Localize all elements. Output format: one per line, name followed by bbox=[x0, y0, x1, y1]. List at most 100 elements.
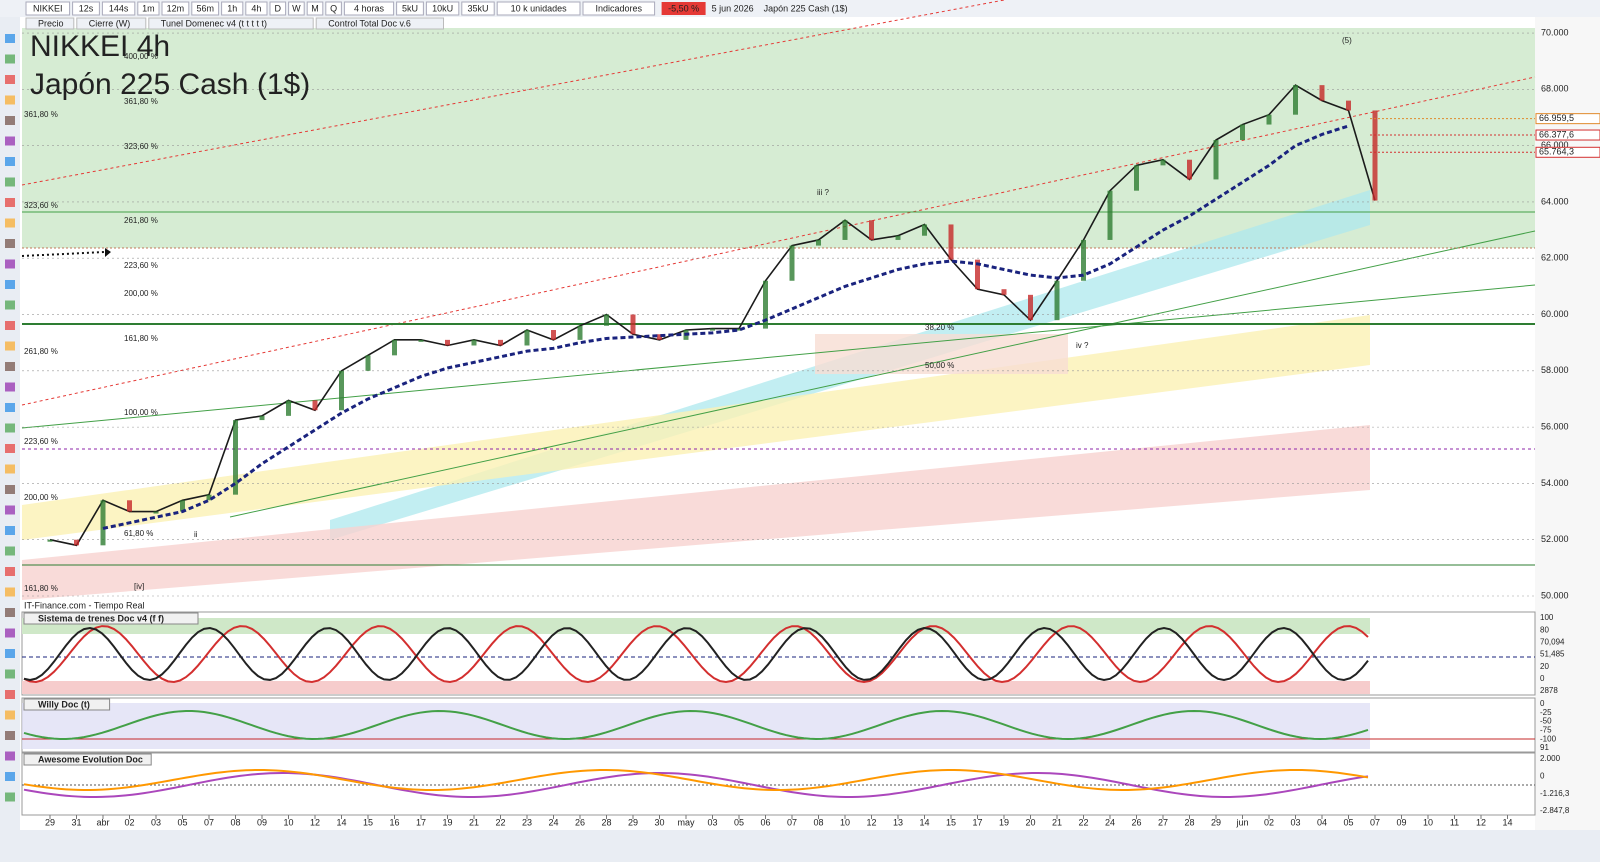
toolbar-button[interactable] bbox=[461, 1, 495, 16]
annotation: 200,00 % bbox=[124, 289, 158, 298]
arrow bbox=[21, 251, 106, 257]
tool-icon[interactable] bbox=[5, 259, 15, 269]
toolbar-label: 4h bbox=[251, 3, 261, 13]
tool-icon[interactable] bbox=[5, 608, 15, 617]
x-tick-label: 23 bbox=[522, 817, 532, 827]
x-tick-label: 15 bbox=[363, 817, 373, 827]
tool-icon[interactable] bbox=[5, 526, 15, 535]
tool-icon[interactable] bbox=[5, 444, 15, 453]
toolbar-button[interactable] bbox=[191, 1, 220, 16]
price-marker-label: 66.959,5 bbox=[1539, 113, 1574, 123]
tool-icon[interactable] bbox=[5, 341, 15, 351]
toolbar-button[interactable] bbox=[288, 1, 305, 16]
x-tick-label: 07 bbox=[1370, 817, 1380, 827]
x-tick-label: abr bbox=[96, 817, 109, 827]
toolbar-button[interactable] bbox=[269, 1, 287, 16]
legend-button[interactable] bbox=[25, 17, 75, 30]
panel-axis-label: 100 bbox=[1540, 613, 1554, 622]
candle bbox=[1081, 239, 1086, 281]
toolbar-button[interactable] bbox=[101, 1, 136, 16]
oscillator-line bbox=[23, 626, 1369, 682]
tool-icon[interactable] bbox=[5, 690, 15, 699]
tool-icon[interactable] bbox=[5, 300, 15, 310]
x-tick-label: 26 bbox=[575, 817, 585, 827]
tool-icon[interactable] bbox=[5, 95, 15, 105]
indicator-panels bbox=[21, 611, 1536, 816]
toolbar-button[interactable] bbox=[343, 1, 395, 16]
tool-icon[interactable] bbox=[5, 239, 15, 248]
toolbar-button[interactable] bbox=[161, 1, 190, 16]
legend-button[interactable] bbox=[76, 17, 147, 30]
annotation: [iv] bbox=[134, 582, 144, 591]
annotation: iv ? bbox=[1076, 341, 1089, 350]
tool-icon[interactable] bbox=[5, 505, 15, 515]
tool-icon[interactable] bbox=[5, 567, 15, 576]
price-marker-label: 65.764,3 bbox=[1539, 147, 1574, 157]
tool-icon[interactable] bbox=[5, 218, 15, 228]
legend-button[interactable] bbox=[315, 17, 445, 30]
tool-icon[interactable] bbox=[5, 116, 15, 125]
tool-icon[interactable] bbox=[5, 403, 15, 412]
toolbar-button[interactable] bbox=[306, 1, 324, 16]
tool-icon[interactable] bbox=[5, 669, 15, 679]
toolbar-button[interactable] bbox=[425, 1, 460, 16]
tool-icon[interactable] bbox=[5, 280, 15, 289]
tool-icon[interactable] bbox=[5, 649, 15, 658]
panel-axis-label: 2878 bbox=[1540, 686, 1558, 695]
toolbar-button[interactable] bbox=[496, 1, 581, 16]
annotation: 223,60 % bbox=[124, 261, 158, 270]
tool-icon[interactable] bbox=[5, 751, 15, 761]
x-tick-label: 14 bbox=[336, 817, 346, 827]
toolbar-button[interactable] bbox=[137, 1, 160, 16]
toolbar-button[interactable] bbox=[221, 1, 244, 16]
tool-icon[interactable] bbox=[5, 362, 15, 371]
tool-icon[interactable] bbox=[5, 731, 15, 740]
toolbar-button[interactable] bbox=[245, 1, 268, 16]
tool-icon[interactable] bbox=[5, 710, 15, 720]
toolbar-button[interactable] bbox=[396, 1, 424, 16]
x-tick-label: 02 bbox=[1264, 817, 1274, 827]
tool-icon[interactable] bbox=[5, 628, 15, 638]
tool-icon[interactable] bbox=[5, 198, 15, 207]
candle bbox=[286, 400, 291, 416]
panel-title-box bbox=[23, 698, 111, 711]
tool-icon[interactable] bbox=[5, 772, 15, 781]
tool-icon[interactable] bbox=[5, 177, 15, 187]
x-tick-label: 09 bbox=[1396, 817, 1406, 827]
toolbar-button[interactable] bbox=[72, 1, 100, 16]
tool-icon[interactable] bbox=[5, 792, 15, 802]
tool-icon[interactable] bbox=[5, 136, 15, 146]
tool-icon[interactable] bbox=[5, 423, 15, 433]
legend-button[interactable] bbox=[148, 17, 314, 30]
tool-icon[interactable] bbox=[5, 75, 15, 84]
tool-icon[interactable] bbox=[5, 54, 15, 64]
panel-zone bbox=[22, 703, 1370, 749]
toolbar-label: 144s bbox=[109, 3, 129, 13]
annotation: 161,80 % bbox=[24, 584, 58, 593]
toolbar-button[interactable] bbox=[25, 1, 71, 16]
tool-icon[interactable] bbox=[5, 464, 15, 474]
toolbar-button[interactable] bbox=[325, 1, 342, 16]
tool-icon[interactable] bbox=[5, 157, 15, 166]
x-tick-label: 11 bbox=[1450, 817, 1459, 827]
x-tick-label: 15 bbox=[946, 817, 956, 827]
x-tick-label: 30 bbox=[654, 817, 664, 827]
toolbar-label: 1m bbox=[142, 3, 155, 13]
tool-icon[interactable] bbox=[5, 587, 15, 597]
toolbar-label: Q bbox=[330, 3, 337, 13]
tool-icon[interactable] bbox=[5, 34, 15, 43]
x-tick-label: 08 bbox=[813, 817, 823, 827]
x-tick-label: 14 bbox=[919, 817, 929, 827]
candle bbox=[445, 339, 450, 346]
annotation: 100,00 % bbox=[124, 408, 158, 417]
price-marker-badge bbox=[1535, 113, 1600, 125]
x-tick-label: 14 bbox=[1502, 817, 1512, 827]
tool-icon[interactable] bbox=[5, 546, 15, 556]
panel-axis-label: 0 bbox=[1540, 674, 1545, 683]
candle bbox=[1240, 124, 1245, 141]
tool-icon[interactable] bbox=[5, 382, 15, 392]
tool-icon[interactable] bbox=[5, 485, 15, 494]
x-tick-label: 12 bbox=[1476, 817, 1486, 827]
tool-icon[interactable] bbox=[5, 321, 15, 330]
toolbar-button[interactable] bbox=[582, 1, 656, 16]
